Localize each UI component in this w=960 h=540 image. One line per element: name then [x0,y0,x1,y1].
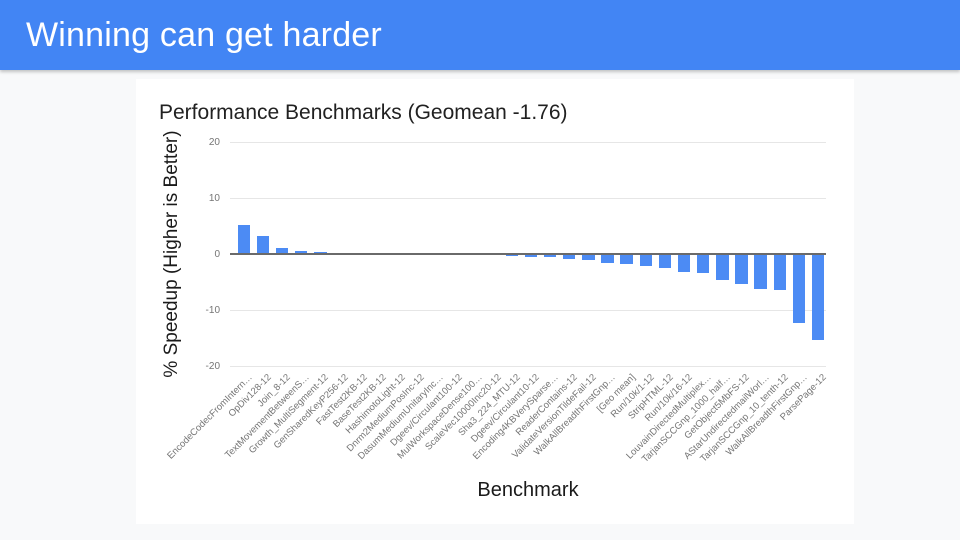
y-tick-label: -10 [205,305,220,316]
chart-card: Performance Benchmarks (Geomean -1.76) %… [136,79,854,524]
x-axis-title: Benchmark [477,479,579,501]
header-bar: Winning can get harder [0,0,960,70]
bar [505,254,519,257]
gridline [230,198,826,199]
bar [294,250,308,254]
bar [237,225,251,254]
bar [524,254,538,257]
gridline [230,310,826,311]
bar [601,254,614,263]
bar [735,254,748,284]
bar [275,248,289,254]
gridline [230,366,826,367]
bar [582,254,595,261]
bar [773,254,787,291]
bar [543,254,557,258]
y-tick-label: 0 [214,249,220,260]
y-tick-label: 10 [208,193,220,204]
bar [639,254,653,266]
y-tick-label: -20 [205,361,220,372]
bar [677,254,691,273]
bar [562,254,576,259]
bar [811,254,825,341]
bar [792,254,806,324]
bar [716,254,729,280]
bar [314,251,327,254]
bar [620,254,633,264]
zero-axis-line [230,253,826,255]
bar [658,254,672,268]
chart-title: Performance Benchmarks (Geomean -1.76) [159,101,568,124]
gridline [230,142,826,143]
slide-title: Winning can get harder [26,15,382,54]
y-tick-label: 20 [208,137,220,148]
bar [696,254,710,274]
bar [256,236,270,254]
bar [754,254,767,289]
